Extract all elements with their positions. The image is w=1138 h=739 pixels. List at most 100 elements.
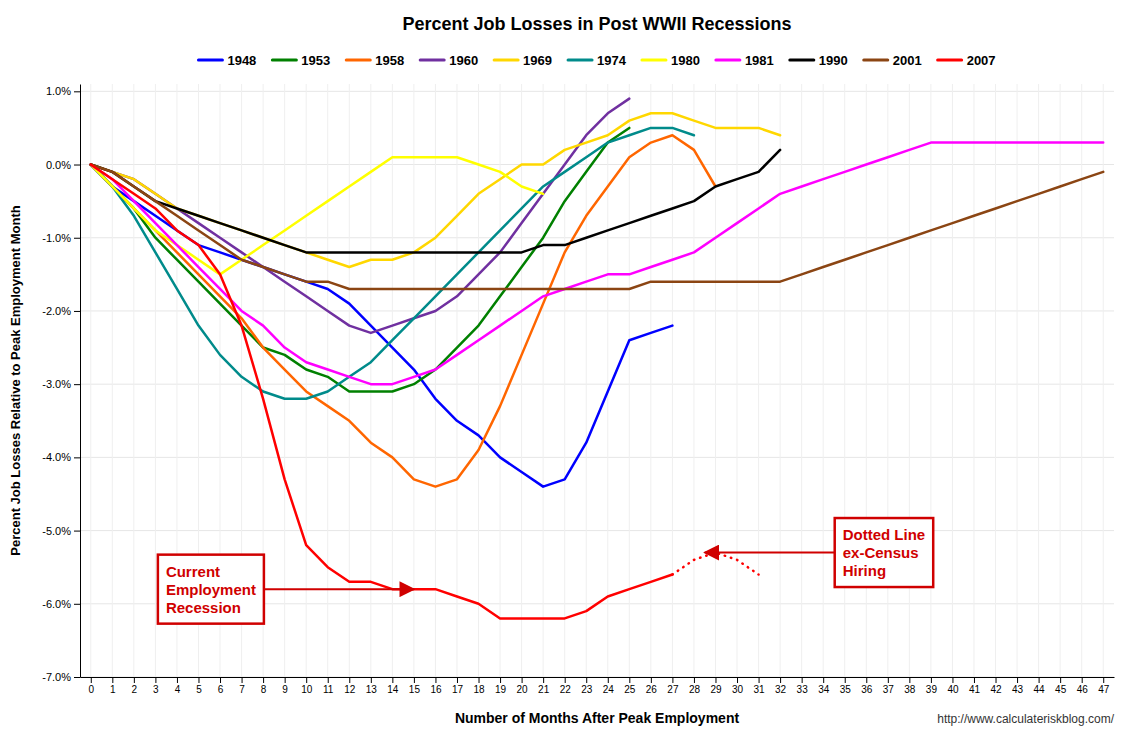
series-line bbox=[91, 135, 716, 486]
x-tick-mark bbox=[1017, 677, 1018, 683]
annotation-line: Recession bbox=[166, 599, 241, 616]
x-tick: 42 bbox=[990, 677, 1002, 695]
x-tick-label: 19 bbox=[495, 684, 507, 695]
x-tick-label: 43 bbox=[1012, 684, 1024, 695]
x-tick-label: 47 bbox=[1098, 684, 1110, 695]
y-tick-mark bbox=[74, 457, 80, 458]
x-tick-label: 11 bbox=[323, 684, 334, 695]
x-tick-mark bbox=[1082, 677, 1083, 683]
legend-swatch bbox=[346, 59, 370, 62]
x-tick: 11 bbox=[323, 677, 334, 695]
y-axis: 1.0%0.0%-1.0%-2.0%-3.0%-4.0%-5.0%-6.0%-7… bbox=[42, 85, 80, 684]
x-tick: 8 bbox=[261, 677, 267, 695]
x-tick-label: 21 bbox=[538, 684, 550, 695]
x-tick: 5 bbox=[196, 677, 202, 695]
x-tick-label: 1 bbox=[110, 684, 116, 695]
x-tick-label: 5 bbox=[196, 684, 202, 695]
series-line bbox=[91, 157, 543, 274]
x-tick-label: 34 bbox=[818, 684, 830, 695]
legend-label: 1990 bbox=[819, 53, 848, 68]
legend-swatch bbox=[864, 59, 888, 62]
legend-swatch bbox=[716, 59, 740, 62]
x-tick-label: 20 bbox=[517, 684, 529, 695]
x-tick-mark bbox=[349, 677, 350, 683]
y-tick-label: 0.0% bbox=[46, 159, 71, 171]
annotation-box bbox=[158, 555, 264, 624]
lines bbox=[91, 99, 1103, 619]
y-tick: -3.0% bbox=[42, 378, 80, 390]
grid-line-x bbox=[306, 84, 307, 677]
grid-line-x bbox=[327, 84, 328, 677]
x-tick-label: 25 bbox=[624, 684, 636, 695]
x-tick-label: 4 bbox=[175, 684, 181, 695]
y-tick-mark bbox=[74, 311, 80, 312]
x-tick-label: 7 bbox=[239, 684, 245, 695]
x-tick: 47 bbox=[1098, 677, 1110, 695]
x-tick-mark bbox=[543, 677, 544, 683]
y-tick-label: -6.0% bbox=[42, 598, 71, 610]
x-tick: 23 bbox=[581, 677, 593, 695]
x-tick-label: 35 bbox=[840, 684, 852, 695]
x-tick-mark bbox=[715, 677, 716, 683]
annotation: Dotted Lineex-CensusHiring bbox=[705, 518, 934, 587]
x-tick-mark bbox=[672, 677, 673, 683]
x-tick-label: 40 bbox=[947, 684, 959, 695]
legend-item: 1980 bbox=[642, 53, 700, 68]
grid-line-x bbox=[1081, 84, 1082, 677]
x-tick-mark bbox=[414, 677, 415, 683]
x-tick-mark bbox=[1103, 677, 1104, 683]
y-tick: -6.0% bbox=[42, 598, 80, 610]
grid-line-x bbox=[607, 84, 608, 677]
grid-line-x bbox=[823, 84, 824, 677]
x-tick: 28 bbox=[689, 677, 701, 695]
x-tick-mark bbox=[457, 677, 458, 683]
x-tick: 14 bbox=[387, 677, 399, 695]
x-tick-mark bbox=[220, 677, 221, 683]
x-tick-mark bbox=[996, 677, 997, 683]
x-tick-mark bbox=[112, 677, 113, 683]
legend-swatch bbox=[198, 59, 222, 62]
grid-line-x bbox=[543, 84, 544, 677]
x-tick-mark bbox=[802, 677, 803, 683]
x-tick: 18 bbox=[473, 677, 485, 695]
legend-label: 2001 bbox=[893, 53, 922, 68]
y-axis-title: Percent Job Losses Relative to Peak Empl… bbox=[8, 205, 23, 555]
annotations: CurrentEmploymentRecessionDotted Lineex-… bbox=[158, 518, 1115, 726]
grid-line-x bbox=[478, 84, 479, 677]
legend-label: 1980 bbox=[671, 53, 700, 68]
series-line bbox=[91, 150, 780, 252]
x-tick-mark bbox=[629, 677, 630, 683]
grid-line-x bbox=[1060, 84, 1061, 677]
x-tick-label: 12 bbox=[344, 684, 356, 695]
x-tick-label: 27 bbox=[667, 684, 679, 695]
x-tick-label: 36 bbox=[861, 684, 873, 695]
x-tick-mark bbox=[845, 677, 846, 683]
x-tick-mark bbox=[500, 677, 501, 683]
x-tick: 13 bbox=[366, 677, 378, 695]
x-tick-label: 2 bbox=[132, 684, 138, 695]
legend-item: 1960 bbox=[420, 53, 478, 68]
x-tick-label: 9 bbox=[282, 684, 288, 695]
annotation-line: Employment bbox=[166, 581, 256, 598]
x-tick-mark bbox=[306, 677, 307, 683]
x-tick-mark bbox=[392, 677, 393, 683]
x-tick-mark bbox=[608, 677, 609, 683]
x-tick-label: 13 bbox=[366, 684, 378, 695]
y-tick-mark bbox=[74, 384, 80, 385]
legend-item: 1958 bbox=[346, 53, 404, 68]
y-tick: -4.0% bbox=[42, 451, 80, 463]
y-tick-label: -3.0% bbox=[42, 378, 71, 390]
legend-item: 1969 bbox=[494, 53, 552, 68]
grid-line-y bbox=[80, 530, 1114, 531]
legend-swatch bbox=[272, 59, 296, 62]
x-tick-mark bbox=[134, 677, 135, 683]
y-tick-mark bbox=[74, 531, 80, 532]
x-tick-mark bbox=[198, 677, 199, 683]
grid-line-x bbox=[995, 84, 996, 677]
x-tick: 19 bbox=[495, 677, 507, 695]
x-tick-label: 33 bbox=[797, 684, 809, 695]
x-tick-mark bbox=[242, 677, 243, 683]
series-line bbox=[91, 165, 1103, 289]
y-tick: -2.0% bbox=[42, 305, 80, 317]
x-tick-mark bbox=[522, 677, 523, 683]
